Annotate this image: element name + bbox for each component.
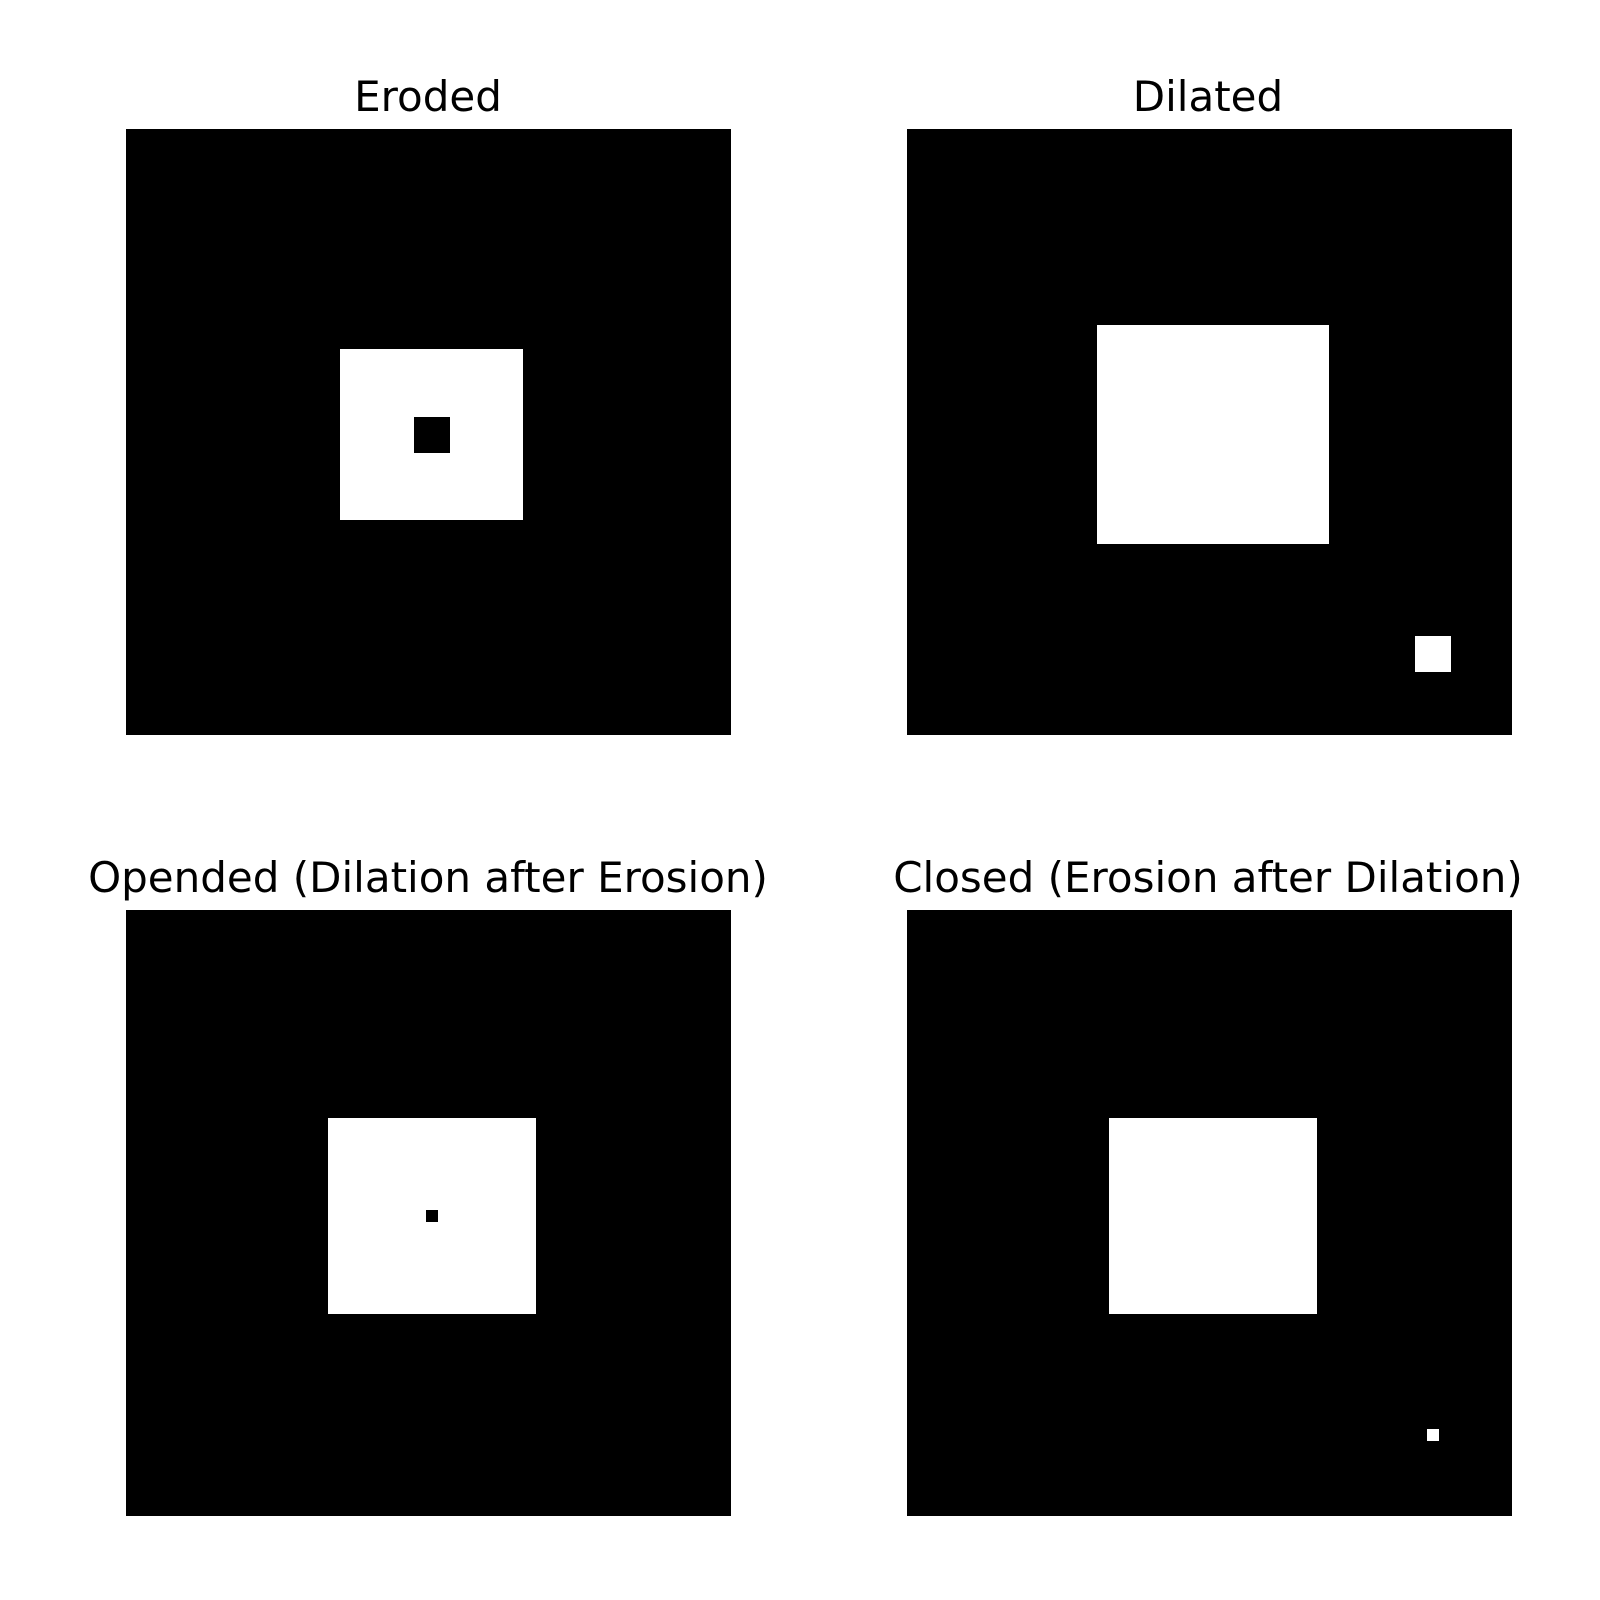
eroded-title: Eroded — [354, 72, 502, 121]
dilated-noise-speck — [1415, 636, 1451, 672]
opened-title: Opended (Dilation after Erosion) — [88, 853, 768, 902]
eroded-image — [126, 129, 731, 735]
dilated-image — [907, 129, 1512, 735]
closed-white-square — [1109, 1118, 1317, 1314]
opened-center-hole — [426, 1210, 438, 1222]
eroded-center-hole — [414, 417, 450, 453]
opened-image — [126, 910, 731, 1516]
closed-title: Closed (Erosion after Dilation) — [893, 853, 1523, 902]
closed-image — [907, 910, 1512, 1516]
dilated-white-square — [1097, 325, 1329, 544]
dilated-title: Dilated — [1132, 72, 1284, 121]
closed-noise-speck — [1427, 1429, 1439, 1441]
